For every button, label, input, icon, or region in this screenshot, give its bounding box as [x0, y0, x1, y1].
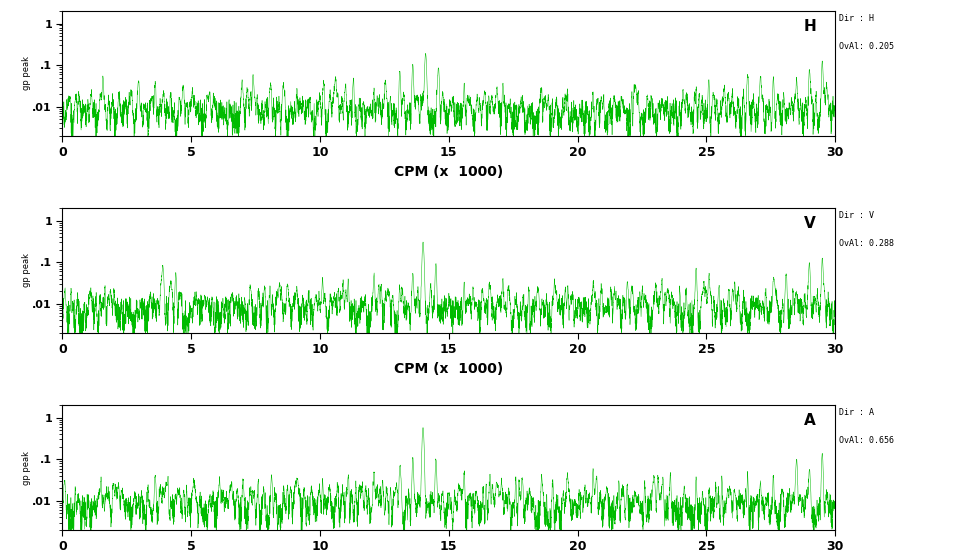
Text: A: A [804, 413, 816, 428]
Text: Dir : H: Dir : H [839, 14, 874, 23]
Text: V: V [804, 216, 816, 231]
X-axis label: CPM (x  1000): CPM (x 1000) [395, 362, 503, 376]
Y-axis label: gp peak: gp peak [22, 56, 31, 91]
Text: OvAl: 0.288: OvAl: 0.288 [839, 240, 894, 248]
Y-axis label: gp peak: gp peak [22, 450, 31, 485]
Text: OvAl: 0.205: OvAl: 0.205 [839, 42, 894, 51]
Text: H: H [804, 19, 816, 34]
Text: Dir : V: Dir : V [839, 211, 874, 220]
Y-axis label: gp peak: gp peak [22, 253, 31, 288]
Text: Dir : A: Dir : A [839, 408, 874, 417]
X-axis label: CPM (x  1000): CPM (x 1000) [395, 164, 503, 179]
Text: OvAl: 0.656: OvAl: 0.656 [839, 437, 894, 445]
